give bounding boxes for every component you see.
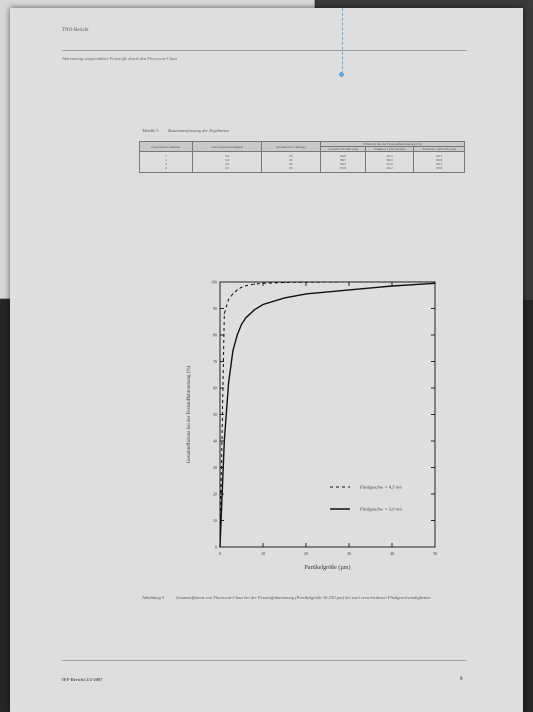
- x-tick-label: 0: [219, 551, 221, 556]
- footer-text: IFF-Bericht 2/2-2007: [62, 677, 103, 682]
- header-subtitle: Abtrennung ausgewählter Feststoffe durch…: [62, 56, 178, 61]
- data-point: [253, 283, 255, 285]
- table-row: 3 4,5 95 96,5 95,6 99,7: [139, 162, 465, 166]
- table-cell: 99,7: [413, 162, 465, 166]
- y-tick-label: 40: [213, 439, 217, 444]
- table-header: Fraktion 2 (63-250 µm): [413, 146, 465, 152]
- table-caption: Tabelle 5 Zusammenfassung der Ergebnisse: [142, 128, 229, 133]
- data-point: [283, 297, 286, 299]
- series-line-2: [219, 282, 436, 548]
- data-point: [240, 286, 243, 288]
- data-point: [253, 309, 255, 311]
- footer-rule: [62, 660, 467, 661]
- table-cell: 93,2: [365, 166, 415, 173]
- y-tick-label: 50: [213, 412, 217, 417]
- table-row: 2 3,0 95 98,7 98,0 99,8: [139, 158, 465, 162]
- data-point: [236, 289, 238, 291]
- guide-handle[interactable]: [339, 72, 344, 77]
- data-point: [240, 323, 243, 325]
- table-cell: 94,5: [365, 151, 415, 158]
- data-point: [245, 285, 247, 287]
- x-tick-label: 10: [261, 551, 265, 556]
- data-point: [232, 293, 234, 295]
- data-point: [223, 313, 225, 315]
- data-point: [348, 281, 350, 283]
- table-row: 1 3,0 95 96,6 94,5 99,7: [139, 151, 465, 158]
- table-caption-label: Tabelle 5: [142, 128, 159, 133]
- table-header: Glied-geschwindigkeit: [192, 141, 262, 152]
- page-number: 9: [460, 677, 463, 682]
- data-point: [223, 440, 225, 442]
- table-row: 4 4,5 95 95,6 93,2 99,8: [139, 166, 465, 173]
- table-header: Experiment-nummer: [139, 141, 193, 152]
- y-axis-label: Gesamteffizienz bei der Feststoffabtrenn…: [187, 365, 192, 463]
- table-cell: 99,8: [413, 158, 465, 162]
- series-line-1: [219, 281, 435, 548]
- table-cell: 99,8: [413, 166, 465, 173]
- efficiency-chart: 0 10 20 30 40 50 60 70 80 90 100 0 10 20 30 40 50 Partike…: [165, 268, 455, 578]
- data-point: [228, 298, 230, 300]
- data-point: [305, 281, 307, 283]
- data-point: [262, 303, 264, 306]
- data-point: [245, 317, 247, 319]
- document-page: TNO-Bericht Abtrennung ausgewählter Fest…: [10, 8, 523, 712]
- data-point: [262, 282, 264, 284]
- legend-label: Fließgeschw. = 4,5 m/s: [359, 485, 402, 491]
- legend-label: Fließgeschw. = 3,0 m/s: [359, 507, 402, 513]
- figure-caption-label: Abbildung 5: [142, 595, 165, 600]
- y-tick-label: 90: [213, 306, 217, 311]
- results-table: Experiment-nummer Glied-geschwindigkeit …: [139, 141, 465, 173]
- table-cell: 95,6: [365, 162, 415, 166]
- y-tick-label: 0: [215, 545, 217, 550]
- guide-line[interactable]: [342, 8, 343, 74]
- data-point: [305, 293, 307, 295]
- table-header: (maximaler Umfang): [261, 141, 321, 152]
- y-tick-label: 80: [213, 333, 217, 338]
- table-header: Fraktion 1 (30-63 µm): [365, 146, 415, 152]
- data-point: [348, 289, 350, 291]
- data-point: [391, 285, 393, 287]
- x-tick-label: 50: [433, 551, 437, 556]
- data-point: [391, 281, 393, 283]
- x-axis-label: Partikelgröße (µm): [305, 564, 351, 571]
- table-cell: 4,5: [192, 166, 262, 173]
- x-tick-label: 30: [347, 551, 351, 556]
- table-cell: 4: [139, 166, 193, 173]
- x-tick-label: 40: [390, 551, 394, 556]
- table-cell: 95: [261, 166, 321, 173]
- data-point: [283, 281, 286, 284]
- plot-frame: [219, 281, 436, 548]
- y-tick-label: 60: [213, 386, 217, 391]
- y-tick-label: 30: [213, 465, 217, 470]
- data-point: [228, 382, 230, 384]
- data-point: [219, 546, 221, 548]
- data-point: [232, 350, 234, 352]
- data-point: [236, 334, 238, 336]
- data-point: [434, 282, 436, 284]
- figure-caption-text: Gesamteffizienz von Fluorocut-Claus bei …: [176, 595, 431, 600]
- header-text: TNO-Bericht: [62, 28, 89, 33]
- y-tick-label: 10: [213, 518, 217, 523]
- header-rule: [62, 50, 467, 51]
- y-tick-label: 100: [211, 280, 217, 285]
- table-cell: 99,7: [413, 151, 465, 158]
- table-cell: 95,6: [319, 166, 367, 173]
- x-tick-label: 20: [304, 551, 308, 556]
- data-point: [434, 281, 436, 283]
- efficiency-chart-svg: 0 10 20 30 40 50 60 70 80 90 100 0 10 20 30 40 50 Partike…: [187, 280, 437, 572]
- table-cell: 98,0: [365, 158, 415, 162]
- table-caption-title: Zusammenfassung der Ergebnisse: [167, 128, 230, 133]
- y-tick-label: 20: [213, 492, 217, 497]
- y-tick-label: 70: [213, 359, 217, 364]
